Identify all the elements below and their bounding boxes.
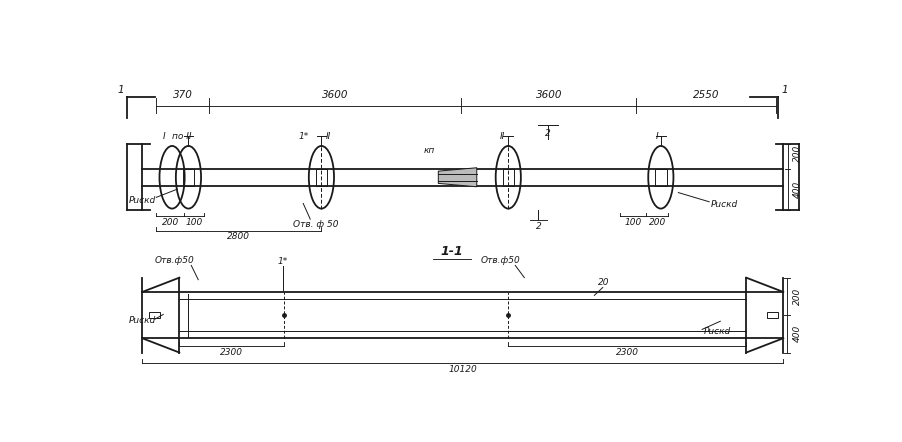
Text: 20: 20 [598,278,609,287]
Text: Рuскd: Рuскd [128,195,155,205]
Text: 100: 100 [623,218,640,227]
Text: II: II [326,132,331,141]
Bar [767,312,778,318]
Bar [149,312,161,318]
Text: 200: 200 [161,218,179,227]
Text: I: I [162,132,165,141]
Text: 3600: 3600 [322,90,348,99]
Bar [316,169,327,186]
Text: 2300: 2300 [220,348,243,357]
Text: кп: кп [423,146,435,155]
Text: по II: по II [171,132,191,141]
Text: 400: 400 [792,181,801,198]
Text: II: II [499,132,504,141]
Text: 200: 200 [792,145,801,162]
Text: Рuскd: Рuскd [711,200,738,209]
Bar [502,169,513,186]
Text: 3600: 3600 [535,90,561,99]
Text: 2300: 2300 [615,348,638,357]
Text: 1: 1 [118,84,124,95]
Text: 1-1: 1-1 [440,245,463,258]
Text: Отв. ф 50: Отв. ф 50 [293,221,338,229]
Text: 200: 200 [648,218,666,227]
Text: 2800: 2800 [227,232,250,241]
Bar [182,169,194,186]
Text: 200: 200 [792,288,801,305]
Text: 370: 370 [172,90,193,99]
Text: 2: 2 [535,222,540,231]
Text: 1*: 1* [298,132,308,141]
Polygon shape [437,168,476,187]
Bar [655,169,666,186]
Text: Отв.ф50: Отв.ф50 [154,256,194,265]
Text: Отв.ф50: Отв.ф50 [480,256,520,265]
Text: 2550: 2550 [693,90,719,99]
Text: Рuскd: Рuскd [704,327,731,336]
Text: 400: 400 [792,325,801,343]
Text: Рuскd: Рuскd [128,316,155,325]
Text: 1: 1 [780,84,787,95]
Text: 100: 100 [185,218,202,227]
Text: 1*: 1* [278,257,288,266]
Text: 2: 2 [545,129,550,138]
Text: 10120: 10120 [448,366,476,374]
Text: I: I [655,132,658,141]
